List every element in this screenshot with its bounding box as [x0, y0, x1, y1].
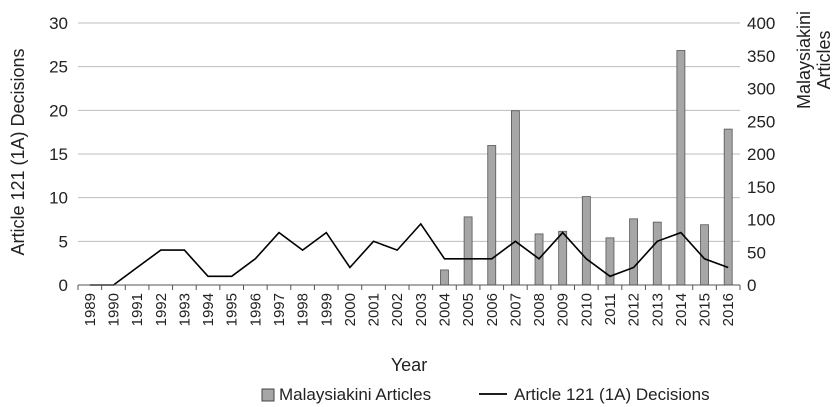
line-series	[89, 222, 729, 286]
x-tick-label: 2004	[437, 293, 454, 326]
bar	[629, 218, 639, 286]
x-axis-title: Year	[391, 355, 427, 375]
right-tick-label: 0	[747, 276, 756, 295]
x-tick-label: 1999	[318, 293, 335, 326]
right-tick-label: 200	[747, 145, 775, 164]
x-tick-label: 2005	[460, 293, 477, 326]
x-axis-ticks: 1989 1990 1991 1992 1993 1994 1995 1996 1997 1998…	[82, 293, 737, 326]
x-tick-label: 1998	[295, 293, 312, 326]
left-tick-label: 25	[49, 58, 68, 77]
x-tick-label: 2010	[578, 293, 595, 326]
decisions-line	[89, 222, 729, 286]
x-tick-label: 1996	[247, 293, 264, 326]
right-tick-label: 250	[747, 112, 775, 131]
bar	[440, 269, 449, 286]
x-tick-label: 2001	[366, 293, 383, 326]
x-tick-label: 2015	[697, 293, 714, 326]
x-tick-label: 2007	[507, 293, 524, 326]
left-tick-label: 5	[59, 232, 68, 251]
right-tick-label: 100	[747, 211, 775, 230]
x-tick-label: 2000	[342, 293, 359, 326]
legend-label-bars: Malaysiakini Articles	[279, 385, 431, 404]
left-tick-label: 0	[59, 276, 68, 295]
legend-swatch-bars	[261, 388, 275, 402]
left-tick-label: 10	[49, 189, 68, 208]
left-tick-label: 15	[49, 145, 68, 164]
x-tick-label: 2013	[649, 293, 666, 326]
bar-series	[440, 50, 733, 286]
x-tick-label: 2003	[413, 293, 430, 326]
bar	[487, 145, 497, 286]
right-tick-label: 300	[747, 80, 775, 99]
x-tick-label: 2014	[673, 293, 690, 326]
right-axis-ticks: 0 50 100 150 200 250 300 350 400	[747, 14, 775, 295]
gridlines	[78, 22, 740, 242]
bar	[652, 221, 662, 286]
right-tick-label: 150	[747, 178, 775, 197]
x-tick-label: 1989	[82, 293, 99, 326]
x-tick-label: 2016	[720, 293, 737, 326]
x-tick-label: 1995	[224, 293, 241, 326]
bar	[723, 128, 733, 286]
x-tick-label: 1993	[176, 293, 193, 326]
bar	[676, 50, 686, 286]
right-axis-title: MalaysiakiniArticles	[794, 11, 834, 109]
x-tick-label: 2009	[555, 293, 572, 326]
left-tick-label: 20	[49, 101, 68, 120]
bar	[558, 230, 568, 286]
x-tick-label: 1991	[129, 293, 146, 326]
x-tick-label: 2006	[484, 293, 501, 326]
legend-label-line: Article 121 (1A) Decisions	[514, 385, 710, 404]
bar	[605, 237, 615, 286]
right-tick-label: 400	[747, 14, 775, 33]
x-tick-label: 2008	[531, 293, 548, 326]
x-tick-label: 2002	[389, 293, 406, 326]
x-tick-label: 2012	[626, 293, 643, 326]
left-tick-label: 30	[49, 14, 68, 33]
legend: Malaysiakini Articles Article 121 (1A) D…	[261, 385, 710, 404]
bar	[581, 196, 591, 286]
right-tick-label: 50	[747, 243, 766, 262]
x-tick-label: 1997	[271, 293, 288, 326]
axes	[77, 284, 741, 290]
x-tick-label: 2011	[602, 293, 619, 325]
right-tick-label: 350	[747, 47, 775, 66]
bar	[510, 110, 520, 286]
x-tick-label: 1994	[200, 293, 217, 326]
x-tick-label: 1990	[106, 293, 123, 326]
left-axis-ticks: 0 5 10 15 20 25 30	[49, 14, 68, 295]
x-tick-label: 1992	[153, 293, 170, 326]
bar	[463, 216, 473, 286]
left-axis-title: Article 121 (1A) Decisions	[8, 48, 28, 255]
